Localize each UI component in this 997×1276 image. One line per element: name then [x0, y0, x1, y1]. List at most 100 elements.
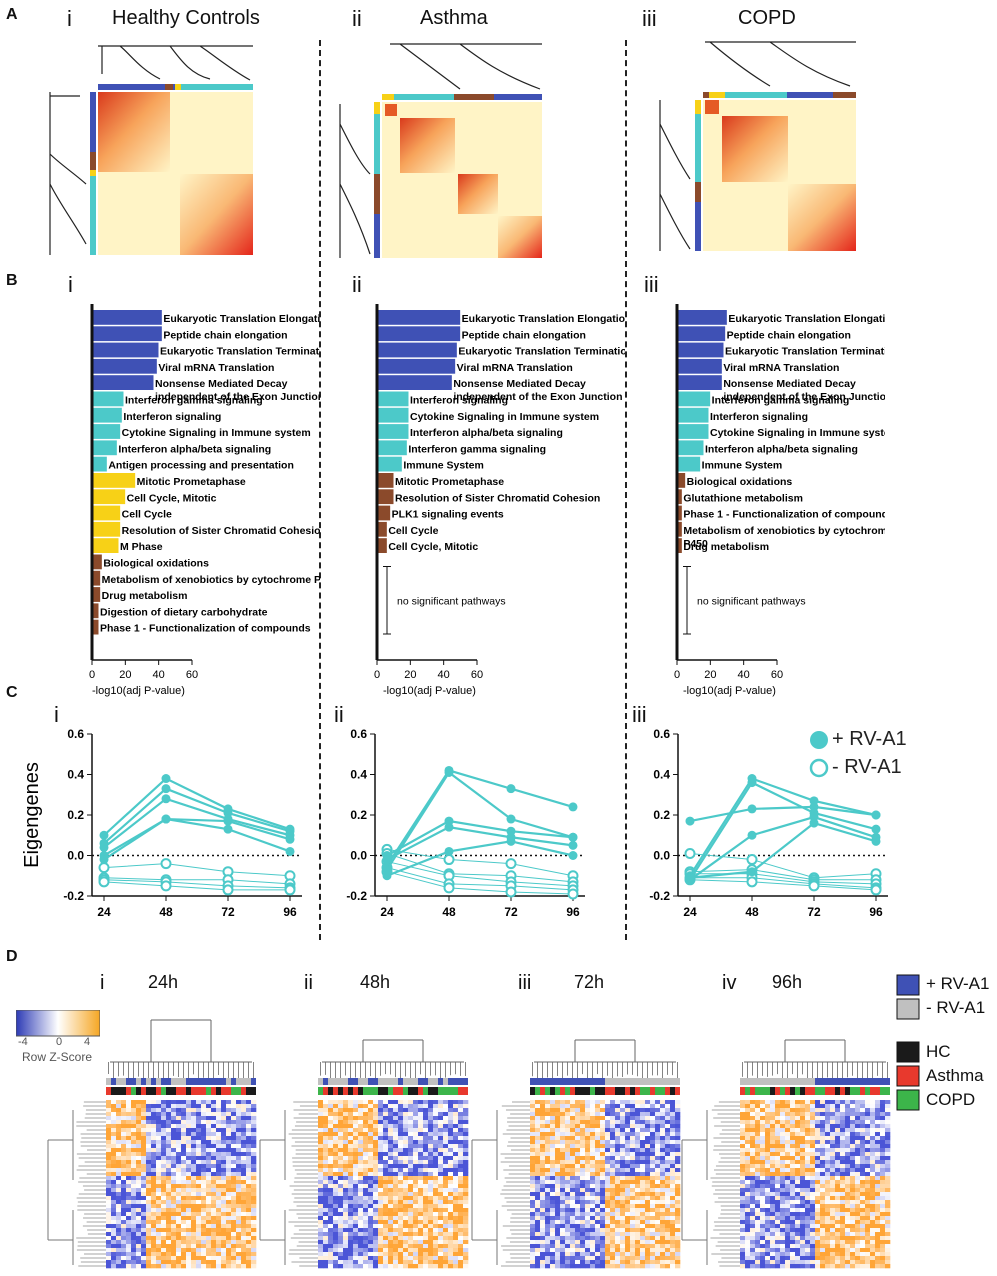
heatmap-cell — [595, 1236, 601, 1241]
heatmap-cell — [398, 1216, 404, 1221]
heatmap-cell — [630, 1148, 636, 1153]
group-annotation-cell — [795, 1087, 800, 1095]
heatmap-cell — [660, 1260, 666, 1265]
heatmap-cell — [146, 1104, 152, 1109]
heatmap-cell — [231, 1240, 237, 1245]
heatmap-cell — [850, 1136, 856, 1141]
heatmap-cell — [236, 1156, 242, 1161]
heatmap-cell — [620, 1172, 626, 1177]
heatmap-cell — [625, 1208, 631, 1213]
heatmap-cell — [830, 1108, 836, 1113]
heatmap-cell — [585, 1208, 591, 1213]
heatmap-cell — [448, 1224, 454, 1229]
heatmap-cell — [161, 1192, 167, 1197]
heatmap-cell — [383, 1184, 389, 1189]
heatmap-cell — [565, 1208, 571, 1213]
heatmap-cell — [530, 1252, 536, 1257]
heatmap-cell — [196, 1216, 202, 1221]
heatmap-cell — [550, 1144, 556, 1149]
heatmap-cell — [765, 1128, 771, 1133]
heatmap-cell — [211, 1160, 217, 1165]
bar-label: Antigen processing and presentation — [108, 460, 294, 472]
heatmap-cell — [241, 1128, 247, 1133]
heatmap-cell — [151, 1208, 157, 1213]
heatmap-cell — [156, 1160, 162, 1165]
heatmap-cell — [141, 1200, 147, 1205]
heatmap-cell — [216, 1220, 222, 1225]
heatmap-cell — [328, 1132, 334, 1137]
heatmap-cell — [161, 1260, 167, 1265]
heatmap-cell — [126, 1132, 132, 1137]
heatmap-cell — [348, 1108, 354, 1113]
heatmap-cell — [555, 1164, 561, 1169]
heatmap-cell — [665, 1196, 671, 1201]
heatmap-cell — [373, 1152, 379, 1157]
heatmap-cell — [458, 1104, 464, 1109]
heatmap-cell — [428, 1100, 434, 1105]
heatmap-cell — [428, 1224, 434, 1229]
heatmap-cell — [428, 1184, 434, 1189]
heatmap-cell — [126, 1240, 132, 1245]
heatmap-cell — [106, 1184, 112, 1189]
heatmap-cell — [241, 1124, 247, 1129]
heatmap-cell — [358, 1260, 364, 1265]
heatmap-cell — [640, 1200, 646, 1205]
heatmap-cell — [530, 1228, 536, 1233]
heatmap-cell — [363, 1168, 369, 1173]
heatmap-cell — [151, 1260, 157, 1265]
heatmap-cell — [241, 1172, 247, 1177]
bar-label: Eukaryotic Translation Termination — [725, 346, 885, 358]
heatmap-cell — [775, 1132, 781, 1137]
heatmap-cell — [246, 1220, 252, 1225]
heatmap-cell — [226, 1136, 232, 1141]
heatmap-cell — [343, 1156, 349, 1161]
heatmap-cell — [363, 1180, 369, 1185]
group-annotation-cell — [590, 1087, 595, 1095]
heatmap-cell — [161, 1156, 167, 1161]
heatmap-cell — [338, 1184, 344, 1189]
heatmap-cell — [151, 1196, 157, 1201]
bar — [678, 440, 704, 456]
heatmap-cell — [206, 1216, 212, 1221]
heatmap-cell — [131, 1148, 137, 1153]
heatmap-cell — [620, 1128, 626, 1133]
heatmap-cell — [620, 1136, 626, 1141]
heatmap-cell — [540, 1152, 546, 1157]
heatmap-cell — [590, 1140, 596, 1145]
heatmap-cell — [221, 1192, 227, 1197]
heatmap-cell — [116, 1260, 122, 1265]
heatmap-cell — [373, 1164, 379, 1169]
heatmap-cell — [166, 1192, 172, 1197]
heatmap-cell — [585, 1156, 591, 1161]
heatmap-cell — [438, 1188, 444, 1193]
heatmap-cell — [545, 1232, 551, 1237]
heatmap-cell — [413, 1148, 419, 1153]
heatmap-cell — [540, 1208, 546, 1213]
heatmap-cell — [570, 1160, 576, 1165]
heatmap-cell — [323, 1200, 329, 1205]
heatmap-cell — [116, 1140, 122, 1145]
heatmap-cell — [600, 1256, 606, 1261]
heatmap-cell — [790, 1100, 796, 1105]
heatmap-cell — [458, 1132, 464, 1137]
heatmap-cell — [156, 1204, 162, 1209]
heatmap-cell — [146, 1100, 152, 1105]
heatmap-cell — [216, 1232, 222, 1237]
heatmap-cell — [141, 1144, 147, 1149]
heatmap-cell — [231, 1252, 237, 1257]
heatmap-cell — [800, 1116, 806, 1121]
heatmap-cell — [423, 1212, 429, 1217]
heatmap-cell — [328, 1212, 334, 1217]
heatmap-cell — [413, 1240, 419, 1245]
heatmap-cell — [655, 1232, 661, 1237]
heatmap-cell — [880, 1136, 886, 1141]
heatmap-cell — [368, 1244, 374, 1249]
heatmap-cell — [610, 1224, 616, 1229]
heatmap-cell — [635, 1208, 641, 1213]
heatmap-cell — [156, 1148, 162, 1153]
heatmap-cell — [775, 1128, 781, 1133]
heatmap-cell — [565, 1240, 571, 1245]
heatmap-cell — [535, 1196, 541, 1201]
separator-1 — [319, 40, 321, 940]
heatmap-cell — [625, 1176, 631, 1181]
